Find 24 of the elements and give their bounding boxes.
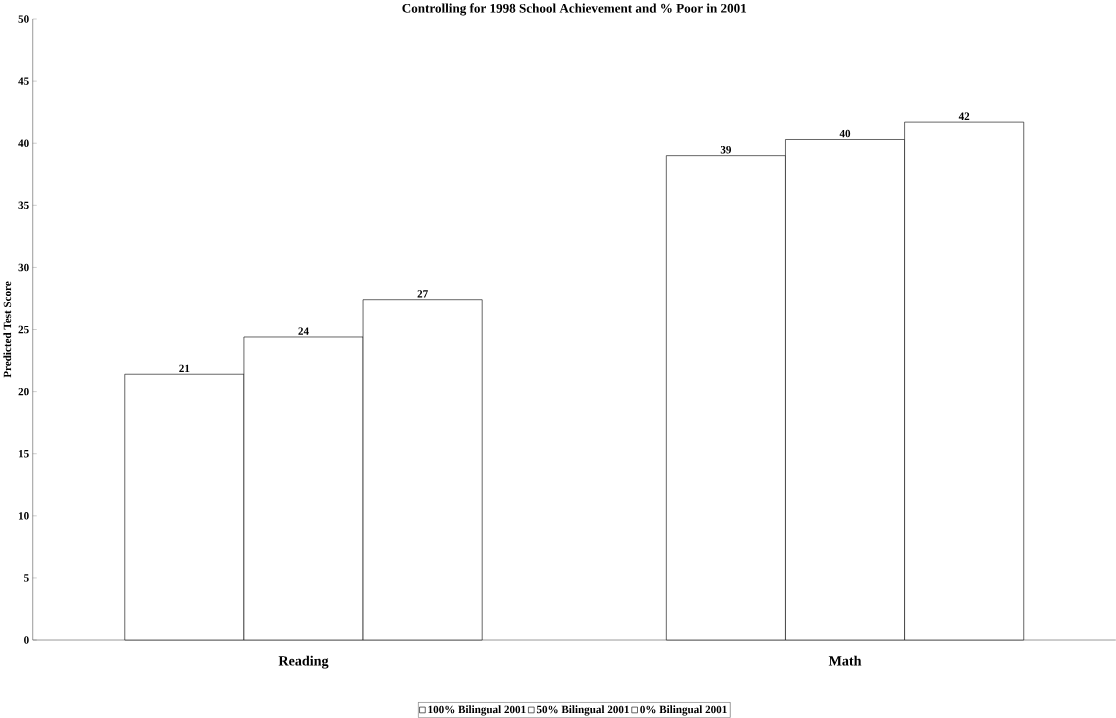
x-tick-label: Math bbox=[828, 655, 862, 666]
y-axis-title: Predicted Test Score bbox=[3, 281, 12, 378]
y-tick-label: 15 bbox=[18, 450, 29, 458]
chart-title: Controlling for 1998 School Achievement and % Poor in 2001 bbox=[402, 3, 747, 16]
legend-label: 100% Bilingual 2001 bbox=[428, 705, 526, 716]
data-label: 27 bbox=[417, 290, 428, 298]
x-tick-label: Reading bbox=[278, 655, 329, 669]
y-tick-label: 10 bbox=[18, 512, 29, 520]
data-label: 21 bbox=[179, 364, 190, 373]
data-label: 42 bbox=[958, 112, 970, 120]
legend-label: 50% Bilingual 2001 bbox=[536, 705, 629, 716]
data-label: 24 bbox=[298, 327, 309, 335]
y-tick-label: 50 bbox=[18, 15, 29, 23]
y-tick-label: 30 bbox=[18, 263, 29, 272]
legend-label: 0% Bilingual 2001 bbox=[640, 705, 727, 716]
y-tick-label: 0 bbox=[24, 636, 29, 644]
y-tick-label: 35 bbox=[18, 201, 29, 210]
y-tick-label: 40 bbox=[18, 139, 29, 148]
data-label: 40 bbox=[839, 129, 851, 138]
y-tick-label: 45 bbox=[18, 77, 29, 85]
y-tick-label: 20 bbox=[18, 388, 29, 396]
data-label: 39 bbox=[720, 146, 732, 154]
y-tick-label: 25 bbox=[18, 325, 29, 334]
y-tick-label: 5 bbox=[24, 574, 29, 582]
